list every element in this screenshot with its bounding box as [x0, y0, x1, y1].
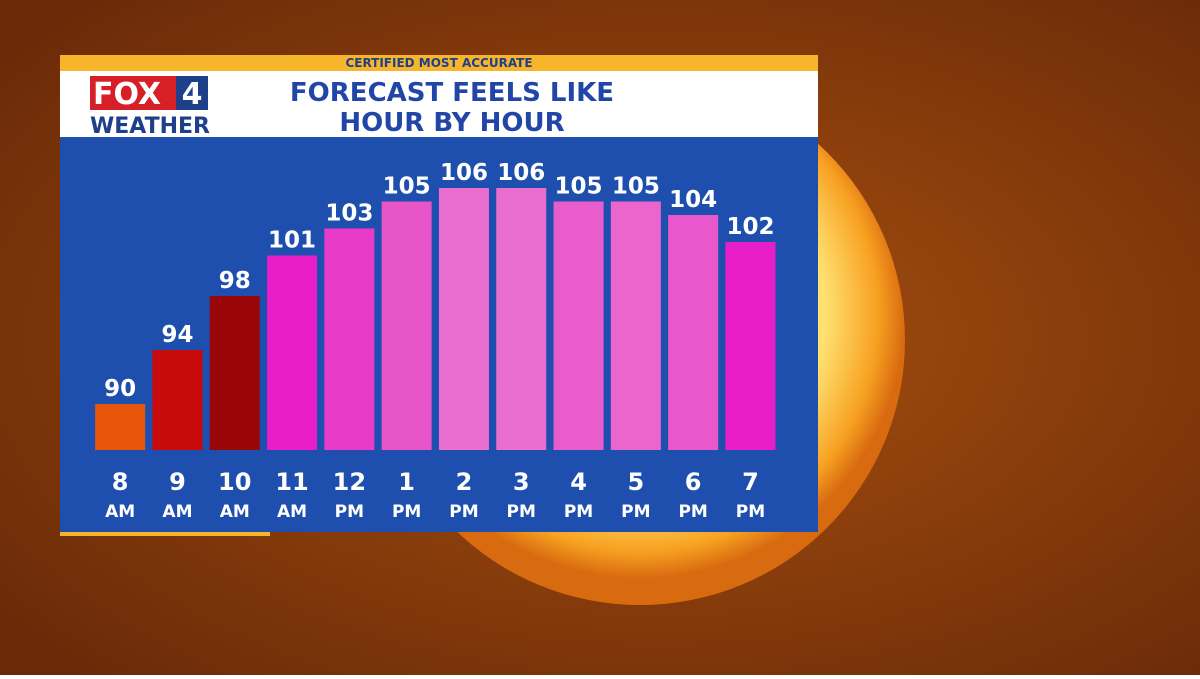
bar [95, 404, 146, 450]
logo-number: 4 [182, 77, 203, 112]
bar [381, 201, 432, 450]
bar [553, 201, 604, 450]
x-tick-label: 11 [275, 468, 308, 496]
x-tick-label: 8 [112, 468, 129, 496]
x-tick-label: 1 [398, 468, 415, 496]
bar [209, 296, 260, 450]
x-tick-period: AM [220, 502, 250, 522]
x-tick-label: 2 [456, 468, 473, 496]
x-tick-period: AM [105, 502, 135, 522]
logo-top: FOX [93, 77, 161, 112]
value-label: 102 [726, 214, 774, 240]
value-label: 103 [325, 201, 373, 227]
x-tick-period: PM [564, 502, 593, 522]
x-tick-label: 4 [570, 468, 587, 496]
value-label: 106 [497, 160, 545, 186]
x-tick-label: 10 [218, 468, 251, 496]
value-label: 104 [669, 187, 717, 213]
bar [438, 188, 489, 450]
logo-bottom: WEATHER [90, 114, 210, 139]
chart-title: FORECAST FEELS LIKE [290, 78, 614, 108]
bar [668, 215, 719, 450]
x-tick-period: PM [507, 502, 536, 522]
bar [152, 350, 203, 450]
chart-title: HOUR BY HOUR [339, 108, 564, 138]
logo-number-box [176, 76, 208, 110]
x-tick-label: 9 [169, 468, 186, 496]
banner [60, 55, 818, 71]
x-tick-label: 5 [627, 468, 644, 496]
banner-text: CERTIFIED MOST ACCURATE [345, 56, 532, 70]
x-tick-label: 7 [742, 468, 759, 496]
bar [725, 242, 776, 450]
x-tick-label: 6 [685, 468, 702, 496]
x-tick-period: PM [678, 502, 707, 522]
x-tick-period: PM [449, 502, 478, 522]
value-label: 90 [104, 376, 136, 402]
value-label: 106 [440, 160, 488, 186]
x-tick-period: PM [392, 502, 421, 522]
value-label: 105 [383, 174, 431, 200]
bar [496, 188, 547, 450]
x-tick-period: PM [736, 502, 765, 522]
logo-box [90, 76, 176, 110]
bar [324, 228, 375, 450]
value-label: 98 [219, 268, 251, 294]
x-tick-label: 12 [333, 468, 366, 496]
value-label: 94 [161, 322, 193, 348]
x-tick-period: AM [162, 502, 192, 522]
x-tick-label: 3 [513, 468, 530, 496]
value-label: 105 [612, 174, 660, 200]
x-tick-period: AM [277, 502, 307, 522]
x-tick-period: PM [621, 502, 650, 522]
value-label: 101 [268, 228, 316, 254]
bar [267, 255, 318, 450]
value-label: 105 [555, 174, 603, 200]
accent-line [60, 532, 270, 536]
x-tick-period: PM [335, 502, 364, 522]
bar [610, 201, 661, 450]
